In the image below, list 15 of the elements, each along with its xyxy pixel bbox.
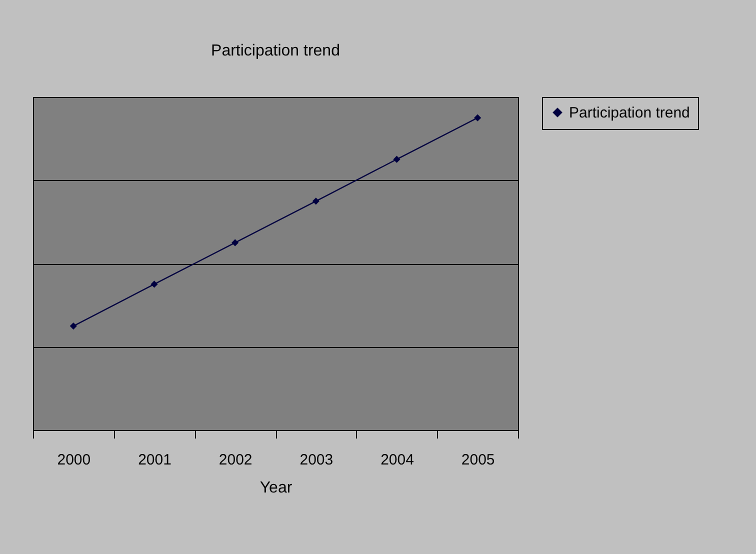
point	[474, 114, 482, 122]
x-tick-label: 2005	[461, 452, 495, 468]
chart-title: Participation trend	[211, 42, 340, 60]
legend-label: Participation trend	[569, 104, 690, 122]
point	[232, 239, 239, 246]
x-tick-label: 2000	[57, 452, 91, 468]
x-tick-label: 2003	[300, 452, 334, 468]
point	[393, 156, 400, 163]
x-tick-label: 2002	[218, 452, 252, 468]
x-tick-label: 2001	[138, 452, 172, 468]
point	[312, 198, 320, 205]
x-axis-title: Year	[260, 480, 293, 496]
x-tick-label: 2004	[380, 452, 414, 468]
point	[150, 280, 158, 288]
point	[70, 322, 77, 330]
